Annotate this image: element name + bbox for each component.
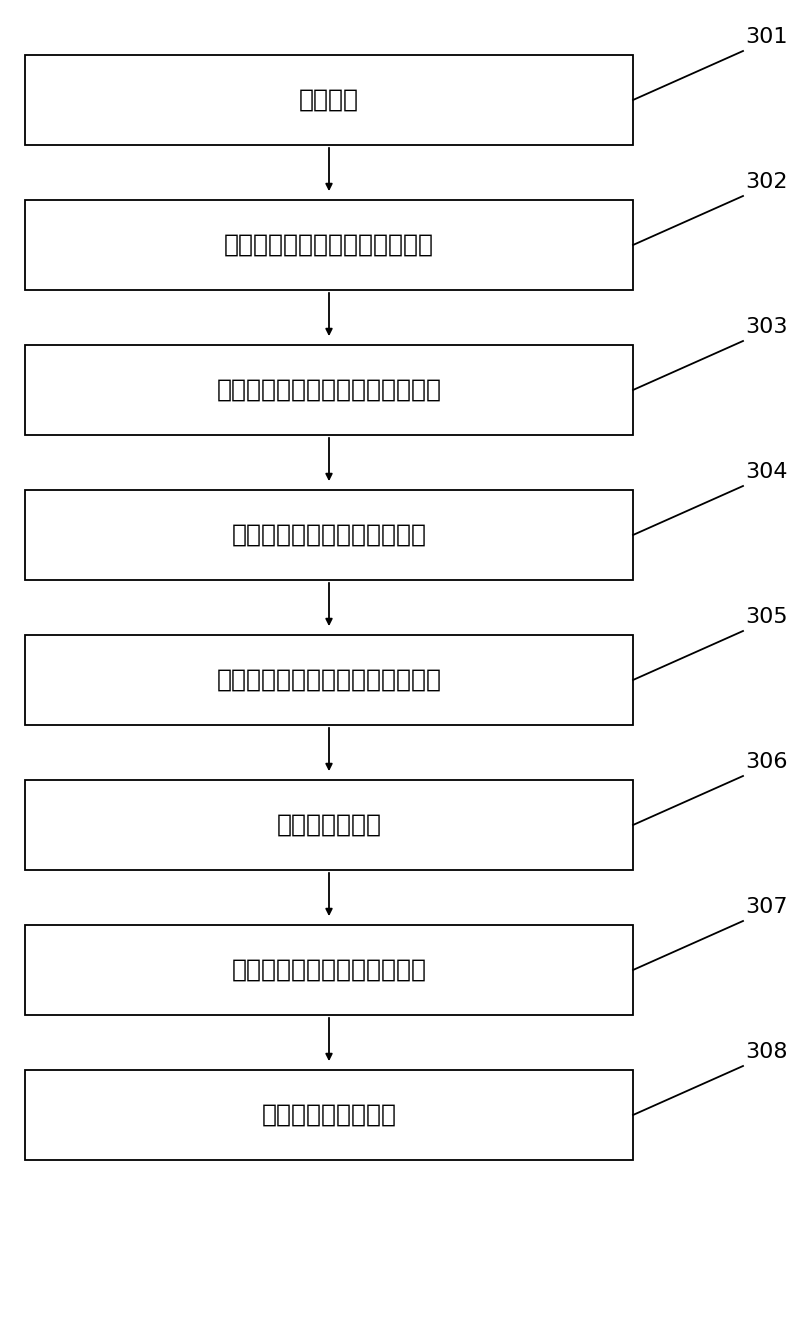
Bar bbox=[25, 199, 633, 291]
Text: 形成金属上电极: 形成金属上电极 bbox=[277, 812, 382, 838]
Text: 306: 306 bbox=[745, 752, 787, 771]
Bar bbox=[25, 779, 633, 871]
Bar bbox=[25, 1070, 633, 1160]
Bar bbox=[25, 635, 633, 725]
Bar bbox=[25, 345, 633, 435]
Text: 304: 304 bbox=[745, 462, 787, 482]
Text: 提供衬底: 提供衬底 bbox=[299, 89, 359, 112]
Text: 301: 301 bbox=[745, 26, 787, 48]
Text: 303: 303 bbox=[745, 317, 787, 337]
Text: 形成电容绝缘体及金属下电极: 形成电容绝缘体及金属下电极 bbox=[231, 958, 426, 982]
Text: 在电容绝缘层上形成上电极金属层: 在电容绝缘层上形成上电极金属层 bbox=[217, 668, 442, 692]
Text: 302: 302 bbox=[745, 172, 787, 192]
Bar bbox=[25, 490, 633, 580]
Bar bbox=[25, 925, 633, 1015]
Bar bbox=[25, 55, 633, 145]
Text: 制作金属电连线结构: 制作金属电连线结构 bbox=[262, 1103, 397, 1127]
Text: 307: 307 bbox=[745, 897, 787, 917]
Text: 308: 308 bbox=[745, 1042, 787, 1062]
Text: 利用含氧气体进行去电荷处理: 利用含氧气体进行去电荷处理 bbox=[231, 523, 426, 547]
Text: 在下电极金属层上形成电容绝缘层: 在下电极金属层上形成电容绝缘层 bbox=[217, 378, 442, 402]
Text: 在所述衬底上形成下电极金属层: 在所述衬底上形成下电极金属层 bbox=[224, 232, 434, 258]
Text: 305: 305 bbox=[745, 608, 788, 627]
